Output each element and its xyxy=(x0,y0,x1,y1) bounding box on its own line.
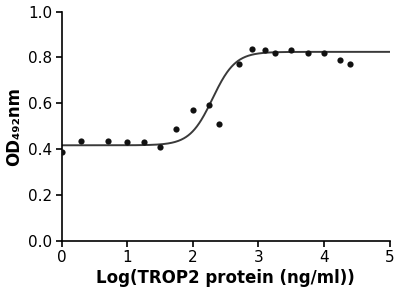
Point xyxy=(249,47,255,52)
Point xyxy=(157,144,163,149)
Point xyxy=(78,139,84,143)
Point xyxy=(190,108,196,113)
Point xyxy=(216,121,222,126)
Point xyxy=(236,62,242,67)
Y-axis label: OD₄₉₂nm: OD₄₉₂nm xyxy=(6,86,24,166)
Point xyxy=(272,50,278,55)
Point xyxy=(262,48,268,53)
Point xyxy=(124,140,130,144)
Point xyxy=(206,103,212,108)
Point xyxy=(304,50,311,55)
Point xyxy=(288,48,294,53)
Point xyxy=(58,150,65,155)
Point xyxy=(140,140,147,144)
X-axis label: Log(TROP2 protein (ng/ml)): Log(TROP2 protein (ng/ml)) xyxy=(96,270,355,287)
Point xyxy=(173,127,180,132)
Point xyxy=(347,62,354,67)
Point xyxy=(321,50,327,55)
Point xyxy=(104,139,111,143)
Point xyxy=(337,57,344,62)
